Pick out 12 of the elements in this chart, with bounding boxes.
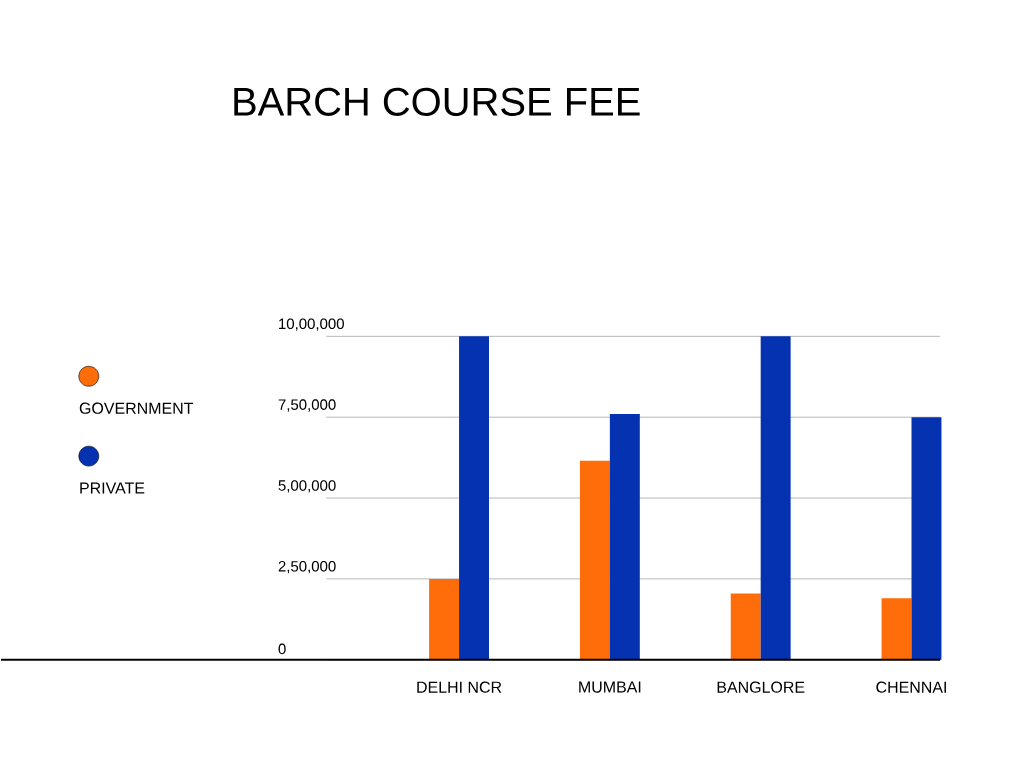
y-tick-label: 5,00,000 xyxy=(278,480,336,493)
x-tick-label: CHENNAI xyxy=(876,681,946,694)
y-tick-label: 7,50,000 xyxy=(278,399,336,412)
x-tick-label: MUMBAI xyxy=(579,681,641,693)
legend-label: GOVERNMENT xyxy=(79,402,194,415)
legend-label: PRIVATE xyxy=(80,482,145,494)
x-tick-label: DELHI NCR xyxy=(417,681,502,694)
chart-title: BARCH COURSE FEE xyxy=(234,87,640,117)
y-tick-label: 2,50,000 xyxy=(278,561,336,574)
y-tick-label: 0 xyxy=(278,643,286,655)
x-tick-label: BANGLORE xyxy=(717,681,805,694)
y-tick-label: 10,00,000 xyxy=(279,318,344,332)
